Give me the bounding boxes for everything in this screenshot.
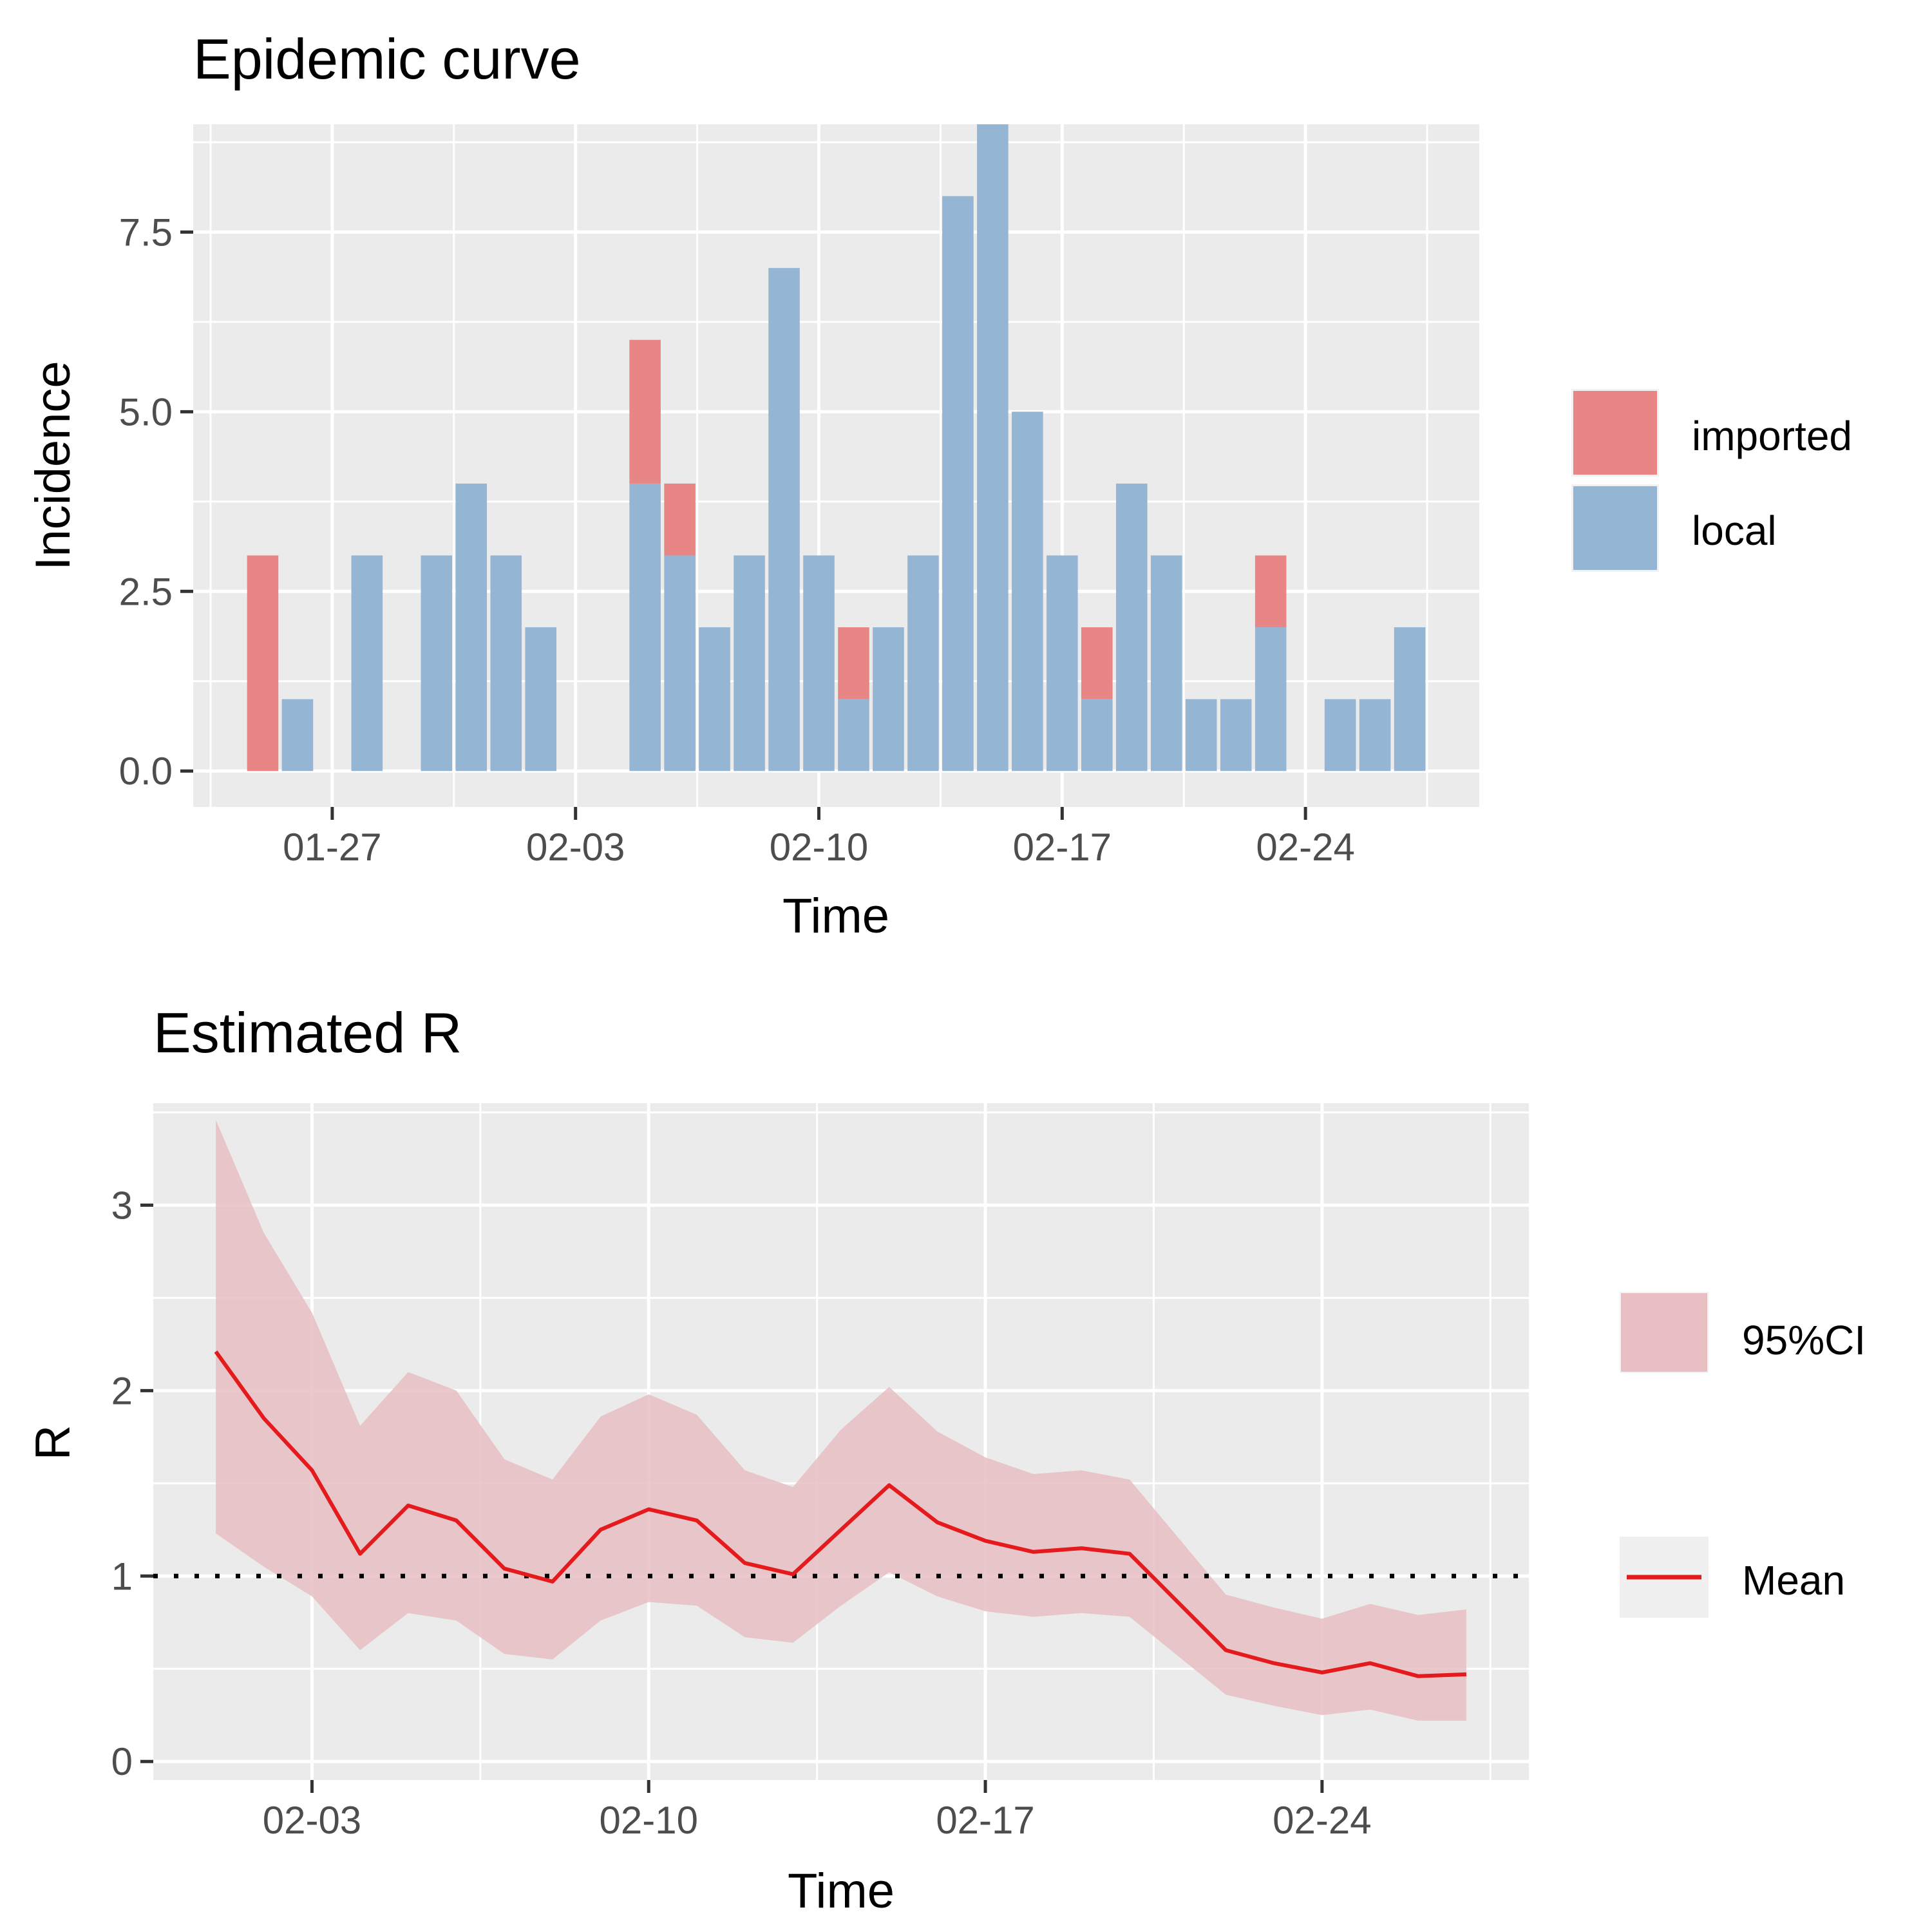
- bar-local: [1115, 483, 1148, 772]
- bar-local: [1081, 699, 1113, 772]
- bar-imported: [629, 339, 661, 484]
- bar-local: [455, 483, 488, 772]
- chart-title: Epidemic curve: [193, 27, 581, 91]
- bar-local: [281, 699, 314, 772]
- bar-imported: [1081, 627, 1113, 699]
- y-tick-label: 2.5: [119, 570, 173, 613]
- bar-local: [351, 555, 383, 772]
- bar-local: [1150, 555, 1182, 772]
- gridlines: [193, 124, 1479, 807]
- bar-imported: [247, 555, 279, 772]
- x-tick-label: 02-10: [770, 826, 868, 869]
- bar-local: [838, 699, 869, 772]
- ci-ribbon: [216, 1119, 1466, 1721]
- y-axis: 0.0 2.5 5.0 7.5: [119, 211, 193, 793]
- legend-label-local: local: [1692, 507, 1777, 554]
- x-tick-label: 02-03: [263, 1799, 361, 1842]
- y-tick-label: 0.0: [119, 750, 173, 793]
- y-tick-label: 0: [111, 1740, 133, 1783]
- bar-local: [1359, 699, 1391, 772]
- y-tick-label: 2: [111, 1369, 133, 1412]
- y-tick-label: 5.0: [119, 390, 173, 433]
- bars: [247, 124, 1426, 772]
- y-tick-label: 7.5: [119, 211, 173, 254]
- x-tick-label: 01-27: [283, 826, 381, 869]
- legend-swatch-imported: [1573, 391, 1657, 475]
- x-tick-label: 02-03: [526, 826, 625, 869]
- bar-local: [873, 627, 904, 772]
- bar-imported: [664, 483, 696, 556]
- x-axis-title: Time: [788, 1864, 895, 1918]
- bar-local: [699, 627, 730, 772]
- bar-imported: [1255, 555, 1287, 628]
- bar-local: [1394, 627, 1426, 772]
- legend-swatch-local: [1573, 486, 1657, 570]
- x-tick-label: 02-24: [1273, 1799, 1371, 1842]
- y-tick-label: 3: [111, 1184, 133, 1227]
- legend-label-ci: 95%CI: [1742, 1317, 1866, 1363]
- bar-local: [734, 555, 765, 772]
- bar-local: [664, 555, 696, 772]
- mean-line: [214, 1350, 1467, 1678]
- bar-local: [1324, 699, 1356, 772]
- bar-local: [525, 627, 557, 772]
- x-tick-label: 02-17: [936, 1799, 1034, 1842]
- legend-label-imported: imported: [1692, 413, 1852, 459]
- y-tick-label: 1: [111, 1555, 133, 1598]
- x-tick-label: 02-17: [1013, 826, 1112, 869]
- bar-local: [490, 555, 522, 772]
- bar-local: [1220, 699, 1252, 772]
- y-axis-title: Incidence: [26, 361, 80, 570]
- bar-local: [1012, 412, 1043, 772]
- bar-local: [629, 483, 661, 772]
- x-axis: 01-27 02-03 02-10 02-17 02-24: [283, 807, 1355, 869]
- x-axis: 02-03 02-10 02-17 02-24: [263, 1780, 1372, 1842]
- chart-title: Estimated R: [153, 1001, 462, 1065]
- bar-local: [1185, 699, 1217, 772]
- y-axis-title: R: [26, 1425, 80, 1461]
- bar-local: [977, 124, 1009, 772]
- bar-local: [907, 555, 939, 772]
- legend: 95%CI Mean: [1620, 1292, 1866, 1618]
- legend-swatch-ci: [1621, 1293, 1707, 1372]
- legend-label-mean: Mean: [1742, 1557, 1845, 1604]
- bar-local: [803, 555, 835, 772]
- legend: imported local: [1571, 389, 1852, 572]
- epidemic-curve-chart: Epidemic curve 0.0 2.5 5.0 7.5 01-27 02-03 02…: [26, 27, 1852, 943]
- y-axis: 0 1 2 3: [111, 1184, 153, 1783]
- bar-local: [942, 196, 974, 772]
- bar-local: [1046, 555, 1078, 772]
- x-tick-label: 02-24: [1256, 826, 1354, 869]
- estimated-r-chart: Estimated R 0 1 2 3 02-03 02-10 02-17 02-24 Ti…: [26, 1001, 1866, 1918]
- bar-local: [768, 268, 800, 772]
- x-tick-label: 02-10: [600, 1799, 698, 1842]
- bar-local: [1255, 627, 1287, 772]
- x-axis-title: Time: [782, 889, 889, 943]
- bar-imported: [838, 627, 869, 699]
- bar-local: [421, 555, 453, 772]
